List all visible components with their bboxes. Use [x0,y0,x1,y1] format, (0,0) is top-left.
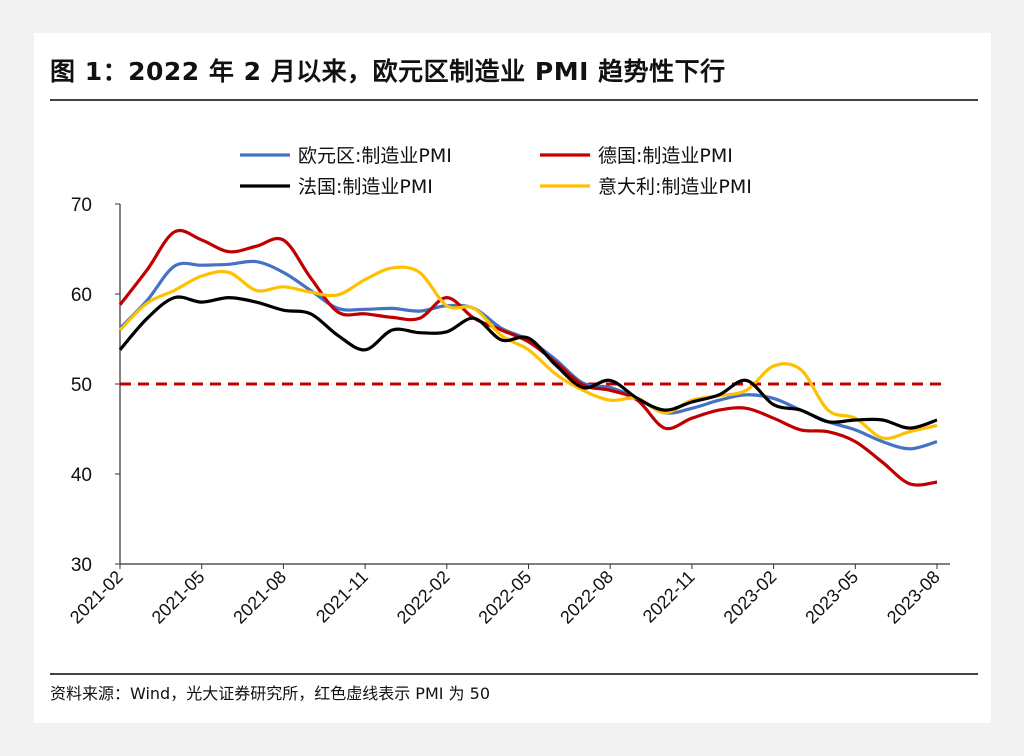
x-tick-label: 2022-02 [393,567,454,628]
y-tick-label: 60 [71,285,92,306]
x-tick-label: 2023-02 [720,567,781,628]
x-tick-label: 2021-05 [148,567,209,628]
series-line-2 [118,295,938,430]
source-note: 资料来源：Wind，光大证券研究所，红色虚线表示 PMI 为 50 [50,684,491,703]
chart-card [34,33,991,723]
y-tick-label: 30 [71,555,92,576]
y-tick-label: 40 [71,465,92,486]
footer-divider [50,673,978,675]
x-tick-label: 2022-05 [474,567,535,628]
y-tick-label: 70 [71,195,92,216]
x-tick-label: 2021-11 [312,567,372,627]
series-line-3 [118,265,938,441]
legend-label: 欧元区:制造业PMI [298,145,452,167]
title-divider [50,99,978,101]
y-tick-label: 50 [71,375,92,396]
x-tick-label: 2021-08 [229,567,290,628]
x-tick-label: 2023-08 [883,567,944,628]
x-tick-label: 2022-08 [556,567,617,628]
chart-title: 图 1：2022 年 2 月以来，欧元区制造业 PMI 趋势性下行 [50,57,726,86]
series-line-1 [118,229,938,487]
legend-label: 法国:制造业PMI [298,176,433,198]
x-tick-label: 2023-05 [801,567,862,628]
legend-label: 意大利:制造业PMI [598,176,752,198]
x-tick-label: 2022-11 [639,567,699,627]
legend-label: 德国:制造业PMI [598,145,733,167]
series-line-0 [118,259,938,451]
